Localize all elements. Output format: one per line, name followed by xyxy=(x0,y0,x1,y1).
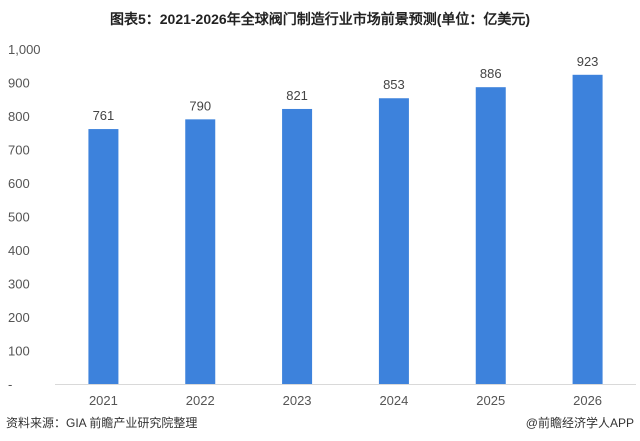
bar-2022 xyxy=(185,119,216,384)
y-tick-label: 200 xyxy=(8,310,30,325)
y-tick-label: 900 xyxy=(8,76,30,91)
brand-credit: @前瞻经济学人APP xyxy=(525,416,634,430)
data-label: 821 xyxy=(286,88,308,103)
bar-2025 xyxy=(475,87,506,384)
y-tick-label: 400 xyxy=(8,243,30,258)
data-label: 790 xyxy=(189,98,211,113)
x-tick-label: 2025 xyxy=(476,393,505,408)
chart-title: 图表5：2021-2026年全球阀门制造行业市场前景预测(单位：亿美元) xyxy=(109,11,531,27)
y-tick-label: 300 xyxy=(8,277,30,292)
bar-2023 xyxy=(282,108,313,384)
data-label: 853 xyxy=(383,77,405,92)
data-label: 886 xyxy=(480,66,502,81)
y-tick-label: - xyxy=(8,377,12,392)
bar-2026 xyxy=(572,74,603,385)
x-tick-label: 2024 xyxy=(379,393,408,408)
bar-2024 xyxy=(378,98,409,385)
x-tick-label: 2021 xyxy=(89,393,118,408)
y-tick-label: 500 xyxy=(8,210,30,225)
data-label: 923 xyxy=(577,54,599,69)
bar-2021 xyxy=(88,129,119,384)
y-tick-label: 700 xyxy=(8,143,30,158)
x-tick-label: 2023 xyxy=(283,393,312,408)
y-tick-label: 600 xyxy=(8,176,30,191)
source-note: 资料来源：GIA 前瞻产业研究院整理 xyxy=(6,416,198,430)
x-tick-label: 2022 xyxy=(186,393,215,408)
x-tick-label: 2026 xyxy=(573,393,602,408)
y-tick-label: 1,000 xyxy=(8,42,41,57)
y-tick-label: 100 xyxy=(8,344,30,359)
data-label: 761 xyxy=(93,108,115,123)
y-tick-label: 800 xyxy=(8,109,30,124)
